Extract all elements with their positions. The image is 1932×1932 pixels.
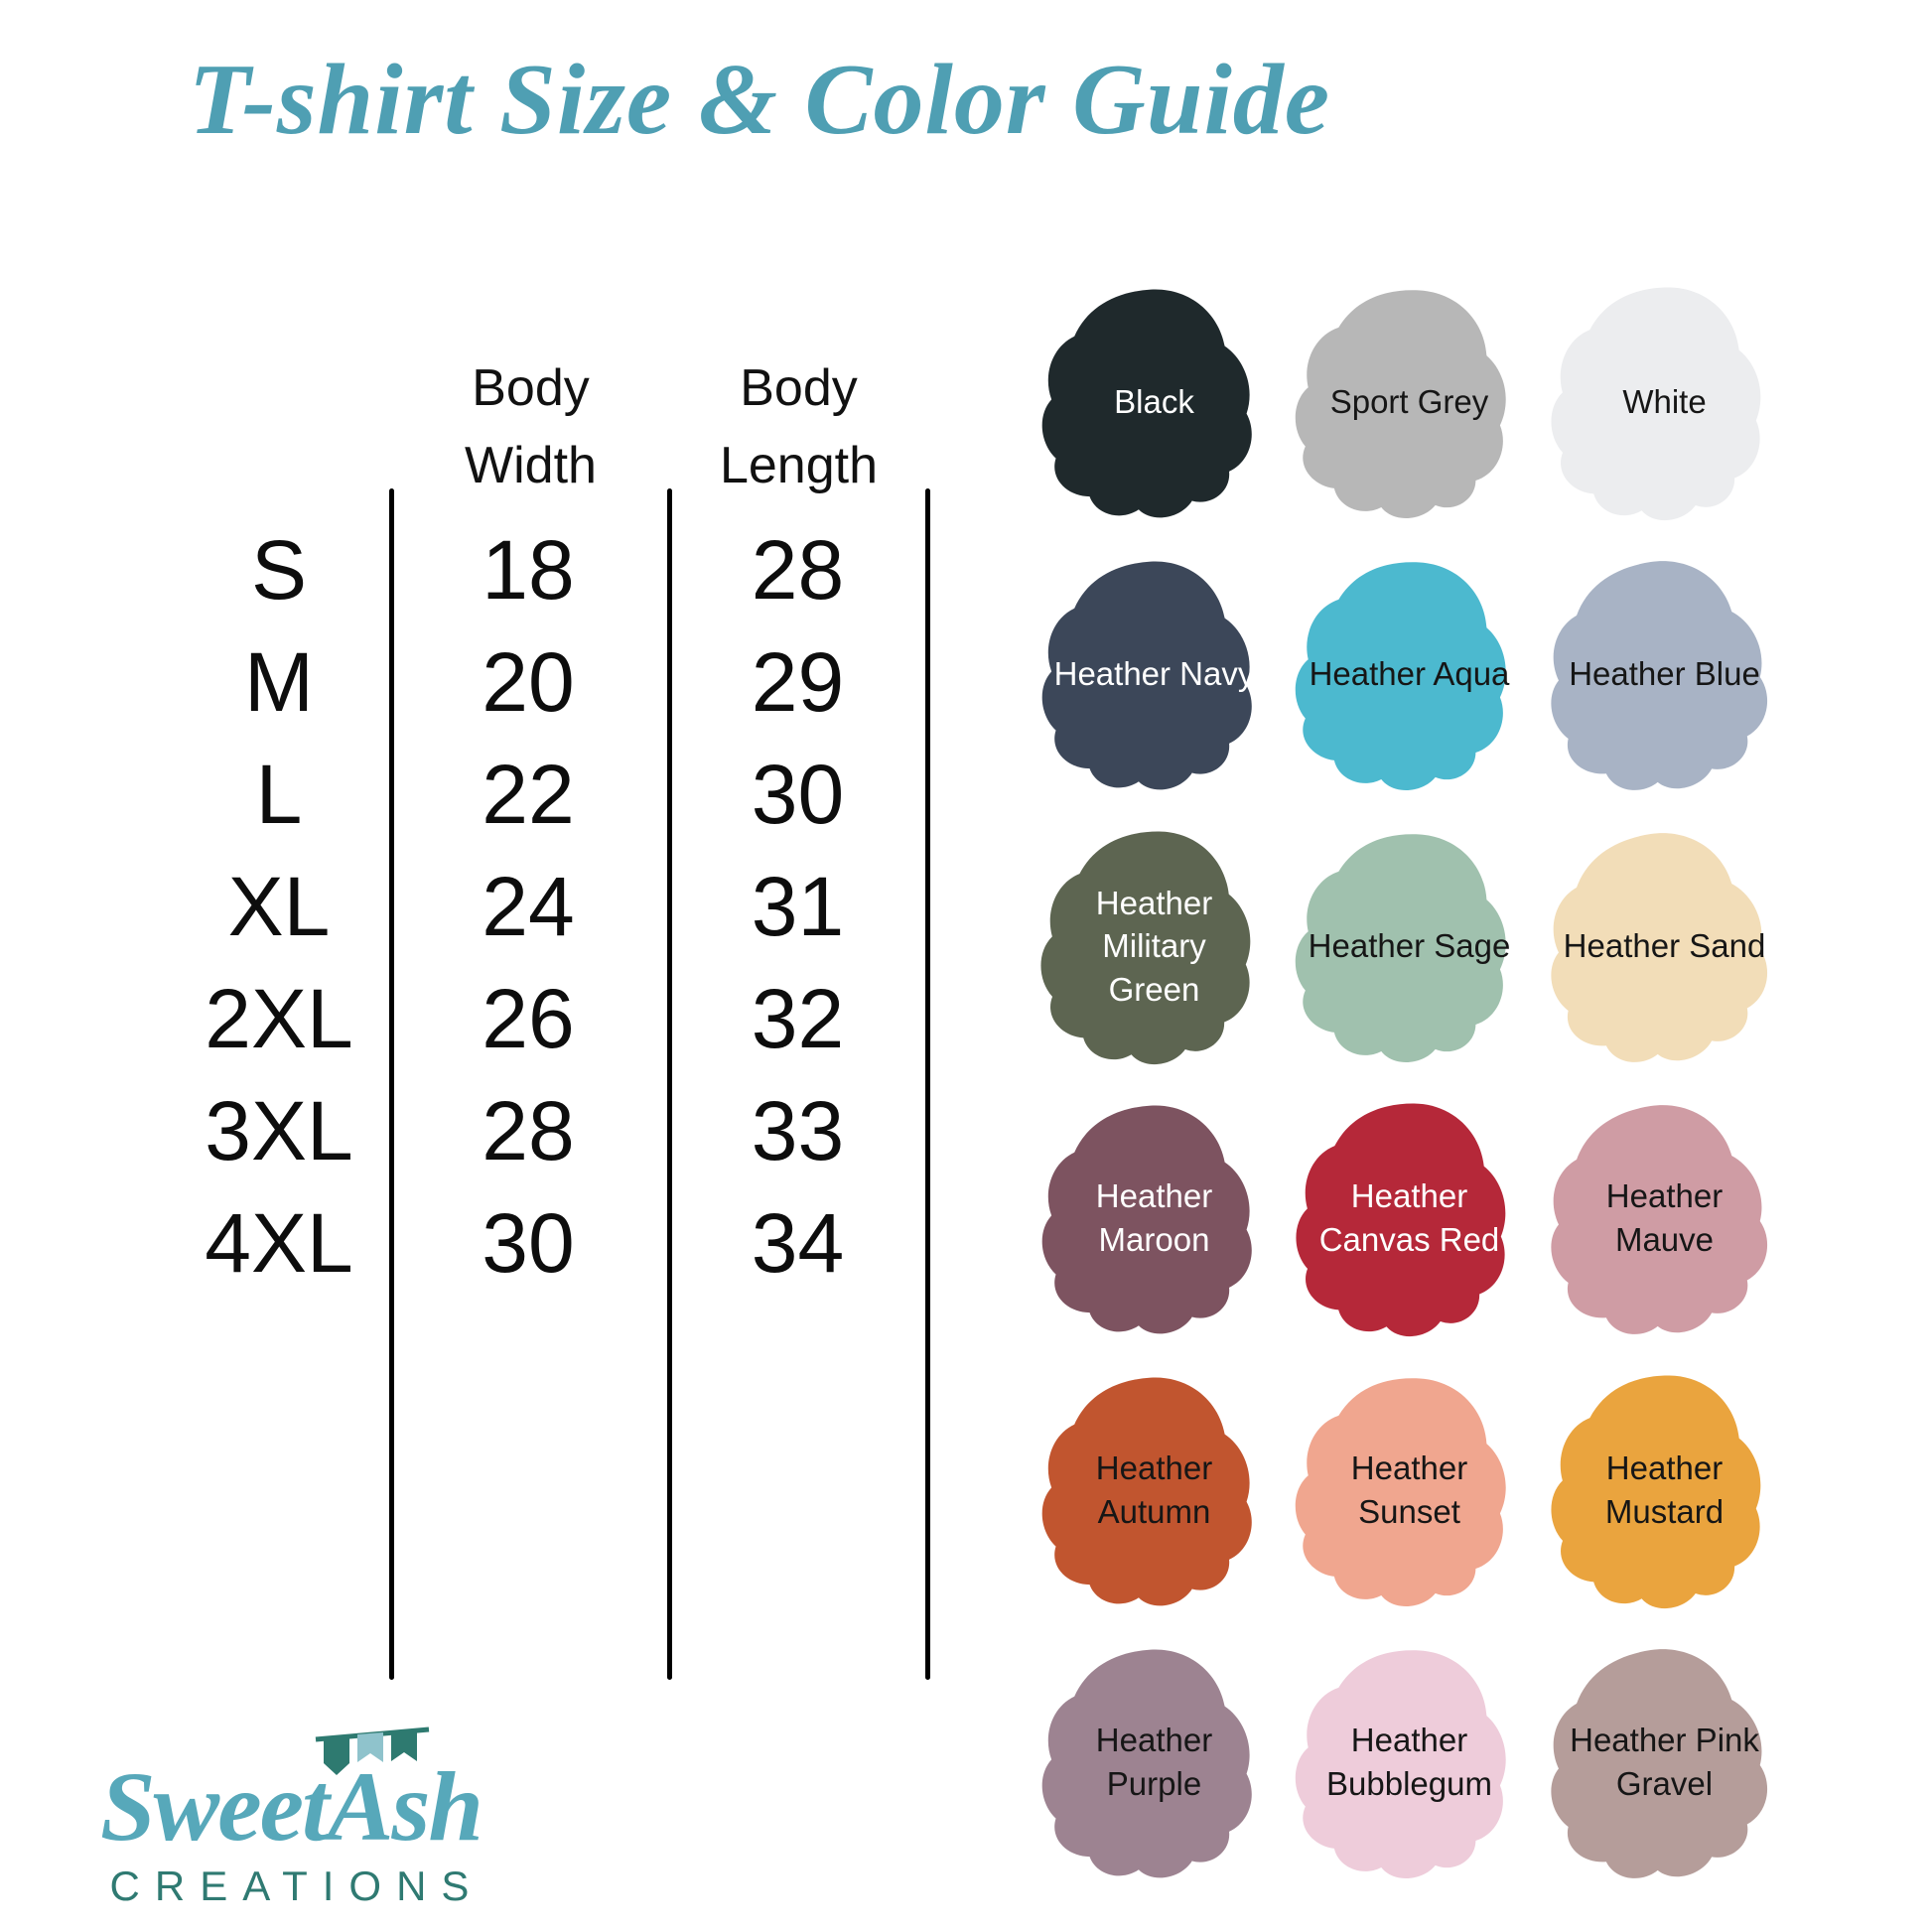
- color-swatch-label: White: [1622, 383, 1707, 421]
- table-divider-line: [925, 488, 930, 1680]
- color-swatch-label: Heather Sage: [1308, 927, 1511, 965]
- body-length-value: 30: [751, 748, 845, 841]
- swatch-blob-icon: [1551, 1375, 1761, 1609]
- color-swatch: Heather Purple: [1023, 1629, 1278, 1901]
- table-row: 3XL 28 33: [139, 1075, 928, 1187]
- color-swatch: Heather Mauve: [1533, 1085, 1788, 1357]
- body-length-value: 28: [751, 523, 845, 617]
- body-width-value: 28: [482, 1084, 575, 1177]
- color-swatch: Heather Military Green: [1023, 813, 1278, 1085]
- brand-name: SweetAsh: [99, 1751, 483, 1862]
- color-swatch-label: Heather Bubblegum: [1326, 1722, 1492, 1802]
- swatch-blob-icon: [1295, 562, 1506, 790]
- color-swatch-label: Black: [1114, 383, 1194, 421]
- brand-subtitle: CREATIONS: [109, 1863, 484, 1909]
- color-swatch-label: Heather Purple: [1095, 1722, 1213, 1802]
- column-header-body-width: Body Width: [465, 359, 597, 494]
- body-width-value: 26: [482, 972, 575, 1065]
- color-swatch-label: Heather Autumn: [1095, 1449, 1213, 1530]
- color-swatch-label: Heather Mauve: [1605, 1177, 1724, 1258]
- table-row: M 20 29: [139, 626, 928, 739]
- swatch-blob-icon: [1041, 1649, 1252, 1878]
- body-width-value: 22: [482, 748, 575, 841]
- swatch-blob-icon: [1041, 1377, 1252, 1606]
- size-label: 4XL: [205, 1196, 353, 1290]
- color-swatch: Heather Blue: [1533, 541, 1788, 813]
- size-table-rows: S 18 28 M 20 29 L 22 30 XL 24 31 2XL 26 …: [139, 514, 928, 1300]
- color-swatch: White: [1533, 269, 1788, 541]
- column-header-body-length: Body Length: [719, 359, 879, 494]
- color-swatch-label: Heather Pink Gravel: [1570, 1722, 1759, 1802]
- swatch-blob-icon: [1295, 290, 1506, 518]
- color-swatch: Heather Bubblegum: [1278, 1629, 1533, 1901]
- color-swatch-label: Heather Navy: [1053, 655, 1255, 693]
- body-width-value: 18: [482, 523, 575, 617]
- body-length-value: 33: [751, 1084, 845, 1177]
- body-length-value: 29: [751, 635, 845, 729]
- body-length-value: 31: [751, 860, 845, 953]
- color-swatch: Heather Autumn: [1023, 1357, 1278, 1629]
- size-label: M: [244, 635, 314, 729]
- color-swatch-label: Heather Mustard: [1604, 1449, 1725, 1530]
- color-swatch-grid: Black Sport Grey White Heather Navy Heat…: [1023, 269, 1788, 1901]
- swatch-blob-icon: [1551, 561, 1767, 790]
- color-swatch-label: Heather Aqua: [1309, 655, 1510, 693]
- size-label: 2XL: [205, 972, 353, 1065]
- color-swatch: Heather Aqua: [1278, 541, 1533, 813]
- bunting-flags-icon: [315, 1726, 430, 1775]
- swatch-blob-icon: [1551, 1105, 1767, 1334]
- color-swatch: Heather Sand: [1533, 813, 1788, 1085]
- color-swatch: Heather Pink Gravel: [1533, 1629, 1788, 1901]
- table-divider-line: [389, 488, 394, 1680]
- size-label: XL: [227, 860, 331, 953]
- swatch-blob-icon: [1551, 833, 1767, 1062]
- color-swatch-label: Heather Blue: [1569, 655, 1760, 693]
- swatch-blob-icon: [1040, 831, 1251, 1065]
- color-swatch: Heather Sunset: [1278, 1357, 1533, 1629]
- table-row: S 18 28: [139, 514, 928, 626]
- size-label: 3XL: [205, 1084, 353, 1177]
- color-swatch: Heather Canvas Red: [1278, 1085, 1533, 1357]
- body-width-value: 20: [482, 635, 575, 729]
- swatch-blob-icon: [1295, 1378, 1506, 1606]
- table-row: 4XL 30 34: [139, 1187, 928, 1300]
- color-swatch: Black: [1023, 269, 1278, 541]
- table-row: XL 24 31: [139, 851, 928, 963]
- color-swatch-label: Sport Grey: [1329, 383, 1489, 421]
- color-swatch: Heather Mustard: [1533, 1357, 1788, 1629]
- swatch-blob-icon: [1295, 1650, 1506, 1878]
- swatch-blob-icon: [1041, 1105, 1252, 1334]
- size-label: S: [250, 523, 308, 617]
- color-swatch-label: Heather Canvas Red: [1318, 1177, 1500, 1258]
- body-width-value: 30: [482, 1196, 575, 1290]
- brand-logo: SweetAsh CREATIONS: [48, 1716, 534, 1910]
- swatch-blob-icon: [1296, 1103, 1506, 1337]
- color-swatch: Heather Navy: [1023, 541, 1278, 813]
- color-swatch: Sport Grey: [1278, 269, 1533, 541]
- color-swatch: Heather Sage: [1278, 813, 1533, 1085]
- color-swatch-label: Heather Sunset: [1350, 1449, 1468, 1530]
- table-row: L 22 30: [139, 739, 928, 851]
- body-length-value: 34: [751, 1196, 845, 1290]
- swatch-blob-icon: [1041, 289, 1252, 518]
- size-label: L: [255, 748, 303, 841]
- table-row: 2XL 26 32: [139, 963, 928, 1075]
- swatch-blob-icon: [1551, 1649, 1767, 1878]
- swatch-blob-icon: [1551, 287, 1761, 521]
- swatch-blob-icon: [1295, 834, 1506, 1062]
- color-swatch-label: Heather Military Green: [1095, 884, 1213, 1008]
- body-width-value: 24: [482, 860, 575, 953]
- page-title: T-shirt Size & Color Guide: [188, 44, 1331, 156]
- color-swatch: Heather Maroon: [1023, 1085, 1278, 1357]
- body-length-value: 32: [751, 972, 845, 1065]
- swatch-blob-icon: [1041, 561, 1252, 790]
- color-swatch-label: Heather Maroon: [1095, 1177, 1213, 1258]
- table-divider-line: [667, 488, 672, 1680]
- color-swatch-label: Heather Sand: [1563, 927, 1766, 965]
